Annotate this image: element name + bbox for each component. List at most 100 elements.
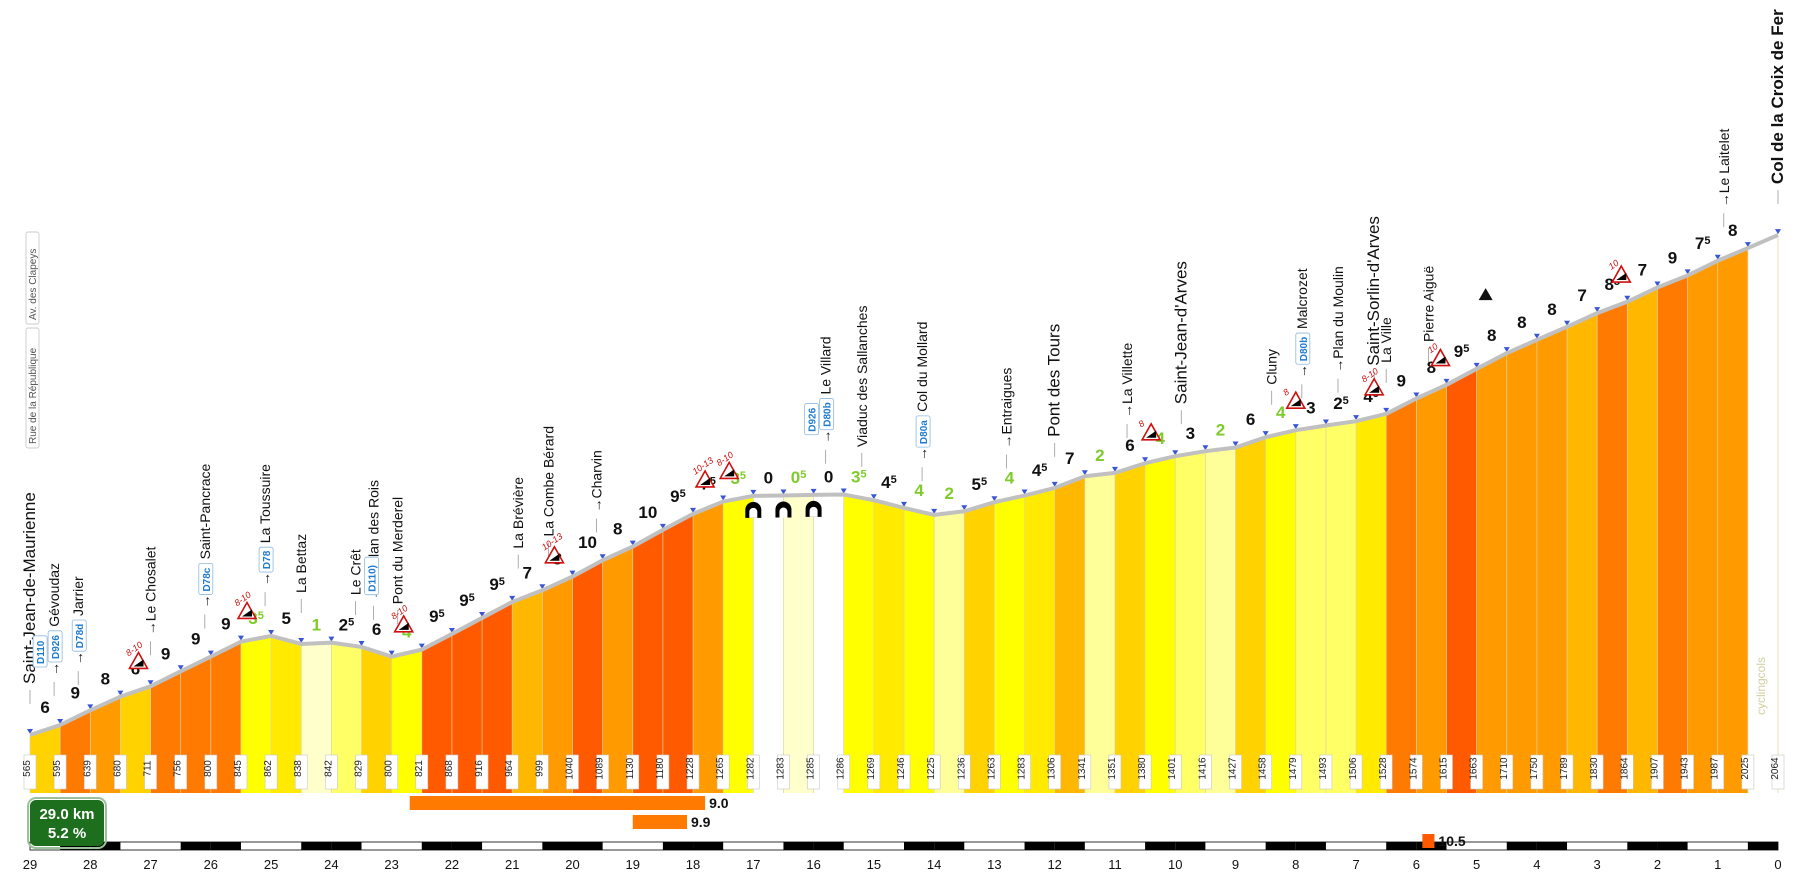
location-name: La Combe Bérard	[540, 426, 556, 537]
tunnel-opening	[749, 507, 758, 518]
gradient-segment	[1356, 413, 1387, 793]
steep-sign-wedge	[1369, 385, 1380, 393]
altitude-box	[415, 754, 429, 790]
altitude-box	[234, 754, 248, 790]
axis-segment	[90, 842, 121, 850]
altitude-labels: 565 595 639 680 711 756 800 845 862 838 842 829 800 8…	[22, 754, 1785, 790]
gradient-segment	[482, 601, 513, 793]
gradient-label: 8	[1517, 313, 1526, 332]
axis-segment	[1536, 842, 1568, 850]
road-badge	[198, 562, 214, 595]
axis-segment	[421, 842, 452, 850]
road-badge-label: D78c	[202, 567, 213, 591]
gradient-segment	[1657, 275, 1688, 793]
gradient-segment	[180, 656, 211, 793]
axis-tick-label: 8	[1292, 857, 1299, 872]
altitude-label: 1283	[775, 757, 786, 780]
tunnel-opening	[809, 506, 818, 517]
point-marker	[1775, 229, 1781, 235]
gradient-segment	[1597, 301, 1628, 793]
location-name: La Brévière	[510, 477, 526, 549]
gradient-label: 4	[1005, 469, 1015, 488]
gradient-label: 9	[191, 630, 200, 649]
altitude-label: 680	[112, 760, 123, 777]
location-name: Le Villard	[818, 336, 834, 394]
point-marker	[840, 488, 847, 494]
axis-tick-label: 24	[324, 857, 338, 872]
gradient-segment	[512, 590, 543, 793]
altitude-box	[1259, 754, 1272, 790]
point-marker	[1564, 320, 1571, 326]
gradient-label: 6	[1246, 410, 1255, 429]
altitude-label: 1380	[1137, 757, 1148, 780]
axis-segment	[210, 842, 241, 850]
altitude-label: 829	[354, 760, 365, 777]
altitude-label: 565	[22, 760, 33, 777]
gradient-segment	[542, 576, 573, 793]
altitude-label: 1493	[1318, 757, 1329, 780]
location-label: Pont des Tours	[1045, 324, 1064, 437]
location-label: → D80b Le Villard	[818, 336, 835, 444]
direction-arrow: →	[197, 595, 213, 609]
gradient-label: 95	[459, 591, 475, 610]
steep-sign-wedge	[1146, 430, 1157, 438]
location-name: Entraigues	[998, 368, 1014, 435]
direction-arrow: →	[143, 621, 159, 635]
altitude-label: 842	[323, 760, 334, 777]
gradient-label: 35	[851, 468, 867, 487]
axis-tick-label: 28	[83, 857, 97, 872]
altitude-label: 1427	[1228, 757, 1239, 780]
gradient-segment	[1295, 425, 1326, 793]
gradient-segment	[1627, 287, 1658, 793]
steep-sign-wedge	[1435, 356, 1446, 364]
gradient-label: 3	[1306, 399, 1315, 418]
altitude-label: 1987	[1710, 757, 1721, 780]
point-marker	[388, 650, 395, 656]
gradient-segment	[60, 710, 91, 793]
axis-segment	[451, 842, 483, 850]
point-marker	[268, 629, 275, 635]
axis-tick-label: 21	[505, 857, 519, 872]
point-marker	[931, 508, 938, 514]
gradient-segment	[90, 696, 121, 793]
point-marker	[1142, 457, 1149, 463]
gradient-segment	[662, 513, 694, 793]
steep-sign-wedge	[241, 609, 252, 617]
gradient-segment	[120, 686, 151, 793]
altitude-box	[475, 754, 489, 790]
point-marker	[961, 505, 968, 511]
axis-segment	[1657, 842, 1688, 850]
road-badge	[1295, 332, 1311, 365]
gradient-label: 7	[1577, 286, 1586, 305]
altitude-box	[1530, 754, 1544, 790]
road-badge	[71, 619, 87, 652]
axis-tick-label: 13	[987, 857, 1001, 872]
road-badge-label: D926	[51, 635, 62, 659]
gradient-segment	[904, 507, 935, 793]
location-name: Saint-Pancrace	[197, 463, 213, 559]
direction-arrow: →	[914, 447, 930, 461]
point-marker	[177, 665, 184, 671]
road-badge-extra: D110)	[364, 556, 380, 596]
location-label: →Plan du Moulin	[1330, 266, 1346, 373]
point-marker	[780, 489, 787, 495]
point-marker	[1202, 445, 1209, 451]
point-marker	[418, 643, 425, 649]
street-name: Av. des Clapeys	[28, 249, 39, 320]
point-marker	[237, 635, 244, 641]
steep-sign-label: 8-10	[389, 603, 409, 622]
altitude-box	[1681, 754, 1694, 790]
location-name: Saint-Sorlin-d'Arves	[1364, 216, 1383, 366]
altitude-label: 1864	[1619, 757, 1630, 780]
altitude-box	[1078, 754, 1092, 790]
altitude-box	[1560, 754, 1574, 790]
altitude-box	[536, 754, 549, 790]
point-marker	[810, 488, 817, 494]
altitude-box	[626, 754, 640, 790]
steep-section-bars: 9.0 9.9 10.5	[409, 795, 1466, 849]
altitude-label: 1750	[1529, 757, 1540, 780]
point-marker	[659, 523, 666, 529]
point-marker	[207, 650, 214, 656]
altitude-label: 1615	[1438, 757, 1449, 780]
altitude-box	[505, 754, 519, 790]
